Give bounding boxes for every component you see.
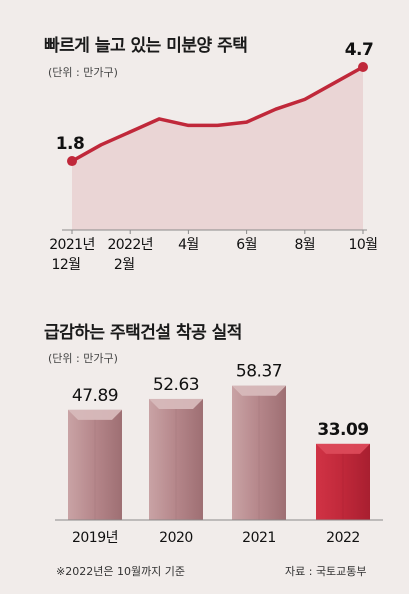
x-tick-label: 2월 [114,257,135,273]
bottom-chart-title: 급감하는 주택건설 착공 실적 [44,323,242,343]
bar-top [149,398,203,409]
x-tick-label: 2019년 [72,530,118,546]
top-chart-unit: (단위 : 만가구) [48,66,118,79]
bar-value-label: 58.37 [236,362,282,382]
bottom-chart-unit: (단위 : 만가구) [48,352,118,365]
x-tick-label: 2021년 [49,237,95,253]
data-label: 4.7 [345,40,374,60]
bar-value-label: 33.09 [317,420,368,440]
bar-top [68,409,122,420]
bar-value-label: 47.89 [72,386,118,406]
x-tick-label: 8월 [295,237,316,253]
x-tick-label: 2022 [326,530,360,546]
data-label: 1.8 [56,134,85,154]
source-label: 자료 : 국토교통부 [285,565,367,578]
series-line [71,65,364,163]
bar-top [316,443,370,454]
x-tick-label: 6월 [236,237,257,253]
line-chart: 1.8 4.7 2021년 12월 2022년 2월 4월 6월 8월 10월 [49,40,378,273]
area-fill [72,67,363,230]
bar-value-label: 52.63 [153,375,199,395]
data-point [67,156,77,167]
footnote: ※2022년은 10월까지 기준 [56,565,186,578]
x-tick-label: 4월 [178,237,199,253]
x-tick-label: 2022년 [107,237,153,253]
x-tick-label: 12월 [52,257,81,273]
x-tick-label: 10월 [349,237,378,253]
bar-top [232,385,286,396]
data-point [358,62,368,72]
x-tick-label: 2020 [159,530,193,546]
x-tick-label: 2021 [242,530,276,546]
top-chart-title: 빠르게 늘고 있는 미분양 주택 [44,36,248,56]
